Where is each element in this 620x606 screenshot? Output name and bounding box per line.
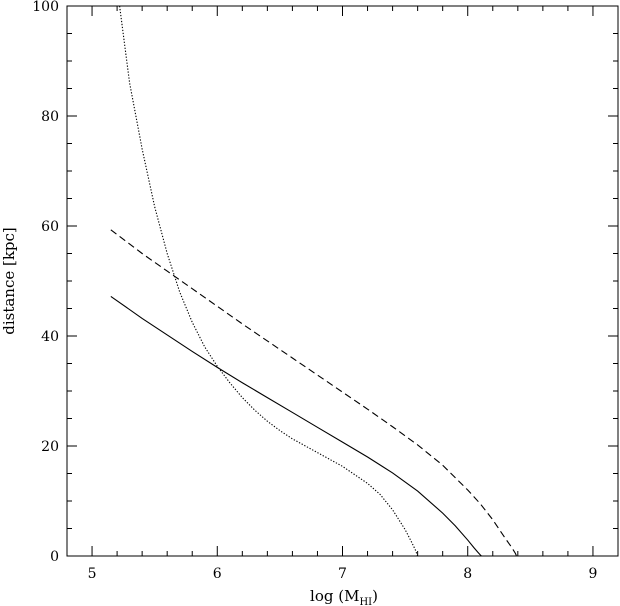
series-dotted-line [119, 5, 419, 557]
x-tick-label: 5 [88, 566, 97, 582]
y-axis-label: distance [kpc] [0, 227, 18, 335]
y-tick-label: 60 [41, 219, 59, 235]
y-tick-labels: 0 20 40 60 80 100 [32, 0, 59, 565]
series-solid-line [110, 295, 482, 557]
x-tick-labels: 5 6 7 8 9 [88, 566, 598, 582]
x-tick-label: 8 [463, 566, 472, 582]
y-tick-label: 80 [41, 109, 59, 125]
ticks [67, 5, 618, 557]
y-tick-label: 40 [41, 329, 59, 345]
y-tick-label: 0 [50, 549, 59, 565]
plot-frame [66, 5, 619, 557]
curves [110, 5, 518, 557]
x-tick-label: 6 [213, 566, 222, 582]
x-axis-label: log (MHI) [310, 587, 378, 606]
x-tick-label: 7 [338, 566, 347, 582]
series-dashed-line [110, 229, 518, 557]
y-tick-label: 20 [41, 439, 59, 455]
y-tick-label: 100 [32, 0, 59, 15]
x-tick-label: 9 [588, 566, 597, 582]
x-axis-label-subscript: HI [359, 597, 372, 606]
